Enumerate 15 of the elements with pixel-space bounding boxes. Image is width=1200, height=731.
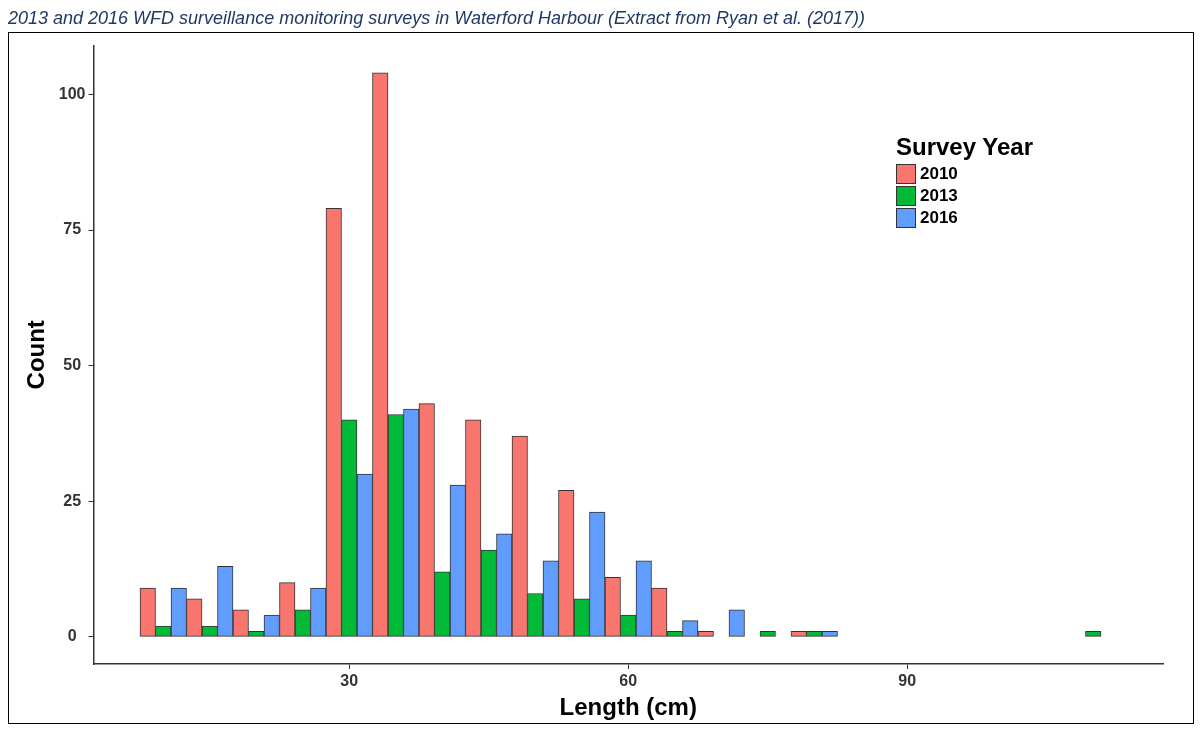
x-axis-title: Length (cm) — [559, 693, 697, 721]
legend-label: 2013 — [919, 186, 958, 206]
y-tick-label: 100 — [58, 84, 86, 102]
legend-label: 2010 — [919, 164, 958, 184]
chart-title: 2013 and 2016 WFD surveillance monitoring surveys in Waterford Harbour (Extract from Ryan et al. (2017)) — [8, 8, 867, 30]
y-tick-label: 75 — [63, 220, 82, 238]
y-tick-label: 0 — [67, 627, 77, 645]
x-tick-label: 30 — [340, 672, 359, 690]
y-tick-label: 25 — [63, 491, 82, 509]
x-tick-label: 60 — [619, 672, 638, 690]
legend-label: 2016 — [919, 208, 958, 228]
y-axis-title: Count — [22, 320, 50, 390]
y-tick-label: 50 — [63, 356, 82, 374]
legend-title: Survey Year — [895, 133, 1033, 161]
x-tick-label: 90 — [898, 672, 917, 690]
